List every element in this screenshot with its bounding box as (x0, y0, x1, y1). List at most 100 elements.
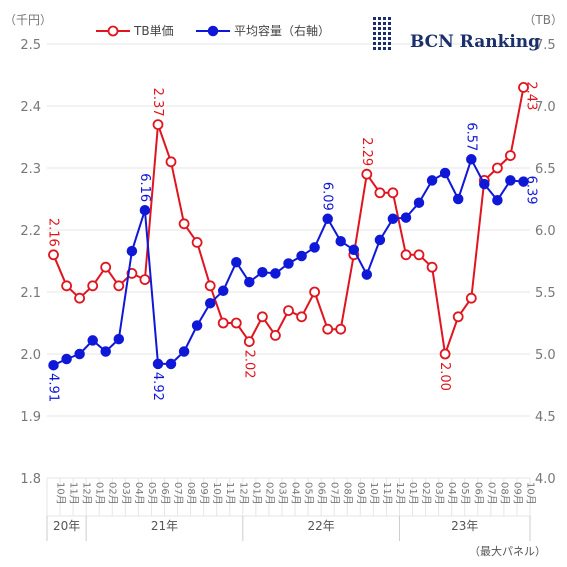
month-label: 08月 (185, 482, 197, 505)
data-point-tb-price (283, 305, 294, 317)
month-label: 03月 (120, 482, 132, 505)
month-label: 12月 (237, 482, 249, 505)
data-point-avg-capacity (257, 266, 268, 278)
left-tick-label: 2.1 (20, 286, 41, 301)
data-point-avg-capacity (518, 176, 529, 187)
data-point-avg-capacity (217, 285, 229, 297)
legend-label-tb-price: TB単価 (133, 24, 174, 38)
data-point-avg-capacity (400, 212, 412, 223)
month-label: 02月 (263, 482, 275, 505)
month-label: 12月 (81, 482, 93, 505)
data-point-tb-price (217, 317, 229, 329)
data-point-avg-capacity (100, 346, 111, 357)
data-point-tb-price (361, 168, 373, 180)
data-point-tb-price (296, 311, 308, 323)
data-point-tb-price (374, 187, 386, 199)
data-label-avg-capacity: 6.57 (463, 122, 478, 151)
data-point-tb-price (74, 292, 85, 304)
year-label: 23年 (451, 519, 478, 533)
data-point-tb-price (256, 311, 268, 323)
data-point-avg-capacity (466, 154, 477, 165)
left-tick-label: 2.0 (20, 348, 41, 363)
data-point-tb-price (61, 280, 72, 292)
data-point-avg-capacity (322, 213, 333, 225)
data-point-avg-capacity (204, 297, 216, 309)
data-label-tb-price: 2.29 (359, 137, 374, 166)
data-point-avg-capacity (492, 194, 503, 206)
right-tick-label: 4.5 (535, 410, 556, 425)
left-tick-label: 2.3 (20, 162, 41, 177)
right-axis-unit: （TB） (523, 13, 563, 27)
data-point-avg-capacity (113, 333, 125, 345)
data-label-avg-capacity: 6.39 (523, 176, 538, 205)
month-label: 10月 (368, 482, 380, 505)
right-tick-label: 6.0 (535, 224, 556, 239)
data-point-tb-price (48, 249, 59, 261)
month-label: 06月 (472, 482, 484, 505)
data-label-avg-capacity: 4.92 (150, 372, 165, 401)
data-point-tb-price (309, 286, 321, 298)
bcn-grid-logo-icon (373, 17, 391, 50)
left-tick-label: 1.8 (20, 472, 41, 487)
data-point-tb-price (152, 119, 164, 130)
left-tick-label: 1.9 (20, 410, 41, 425)
data-label-avg-capacity: 6.09 (320, 182, 335, 211)
data-point-avg-capacity (296, 250, 307, 262)
footnote: （最大パネル） (469, 544, 546, 558)
axes: 1.8 4.0 1.9 4.5 2.0 5.0 2.1 5.5 2.2 6.0 2.3 6.5 2.4 7… (20, 38, 555, 533)
data-point-avg-capacity (361, 269, 373, 280)
data-label-avg-capacity: 4.91 (46, 373, 61, 402)
data-point-avg-capacity (191, 320, 203, 331)
right-tick-label: 7.0 (535, 100, 556, 115)
month-label: 04月 (133, 482, 145, 505)
data-point-tb-price (269, 329, 281, 341)
data-point-tb-price (439, 348, 451, 360)
data-point-tb-price (335, 323, 347, 335)
brand-name: BCN Ranking (410, 32, 540, 52)
month-label: 04月 (290, 482, 302, 505)
data-point-tb-price (113, 280, 125, 292)
data-point-avg-capacity (309, 242, 320, 253)
legend-label-avg-capacity: 平均容量（右軸） (234, 23, 330, 38)
month-label: 06月 (159, 482, 171, 505)
right-tick-label: 5.0 (535, 348, 556, 363)
data-point-avg-capacity (178, 346, 190, 357)
data-point-avg-capacity (74, 348, 85, 360)
data-point-tb-price (426, 261, 438, 273)
data-point-tb-price (243, 336, 255, 348)
month-label: 08月 (342, 482, 354, 505)
data-point-avg-capacity (505, 175, 516, 186)
month-label: 05月 (146, 482, 158, 505)
right-tick-label: 7.5 (535, 38, 556, 53)
month-label: 07月 (329, 482, 341, 505)
data-point-tb-price (165, 156, 177, 168)
data-point-tb-price (518, 82, 529, 93)
month-label: 10月 (211, 482, 223, 505)
data-point-tb-price (400, 249, 412, 261)
data-point-tb-price (504, 150, 516, 162)
data-label-avg-capacity: 6.16 (137, 173, 152, 202)
data-point-avg-capacity (479, 178, 490, 190)
data-point-avg-capacity (413, 197, 425, 208)
legend-filled-marker-icon (207, 25, 219, 37)
right-tick-label: 6.5 (535, 162, 556, 177)
data-point-avg-capacity (61, 353, 72, 365)
data-point-tb-price (230, 317, 242, 329)
month-label: 05月 (303, 482, 315, 505)
month-label: 12月 (394, 482, 406, 505)
right-tick-label: 5.5 (535, 286, 556, 301)
month-label: 11月 (381, 482, 393, 505)
series (48, 82, 529, 371)
month-label: 03月 (433, 482, 445, 505)
data-label-tb-price: 2.16 (46, 218, 61, 247)
data-point-tb-price (452, 311, 464, 323)
legend-item-avg-capacity: 平均容量（右軸） (196, 23, 330, 38)
month-label: 01月 (407, 482, 419, 505)
left-tick-label: 2.2 (20, 224, 41, 239)
data-point-tb-price (191, 236, 203, 248)
data-label-tb-price: 2.43 (523, 81, 538, 110)
month-label: 10月 (55, 482, 67, 505)
data-point-tb-price (387, 187, 399, 199)
data-point-avg-capacity (270, 268, 281, 279)
